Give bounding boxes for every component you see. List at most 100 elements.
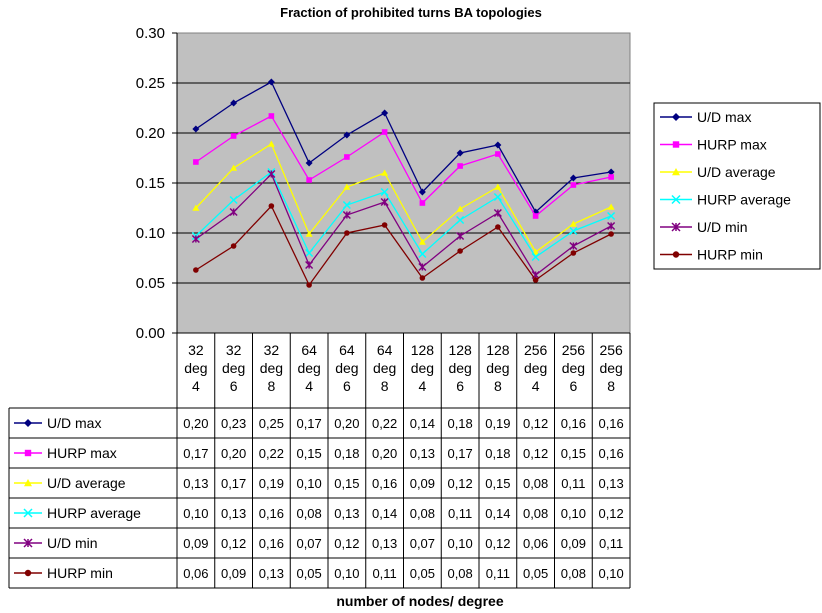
x-tick-label-line: 6: [230, 378, 238, 394]
data-point: [306, 177, 312, 183]
table-cell: 0,10: [183, 506, 208, 521]
table-cell: 0,22: [372, 416, 397, 431]
table-cell: 0,07: [410, 536, 435, 551]
data-point: [607, 221, 616, 231]
data-point: [381, 109, 389, 117]
y-tick-label: 0.05: [136, 275, 165, 292]
data-point: [456, 205, 464, 212]
table-cell: 0,16: [259, 536, 284, 551]
data-point: [306, 282, 312, 288]
data-point: [531, 252, 540, 262]
table-cell: 0,14: [410, 416, 435, 431]
table-cell: 0,08: [561, 566, 586, 581]
data-point: [229, 207, 238, 217]
series-5: [193, 203, 614, 288]
table-cell: 0,11: [486, 566, 510, 581]
x-tick-label-line: 8: [381, 378, 389, 394]
data-point: [229, 195, 238, 205]
table-cell: 0,13: [410, 446, 435, 461]
table-row-key: U/D average: [14, 475, 126, 491]
x-tick-label-line: deg: [411, 360, 434, 376]
data-point: [343, 183, 351, 190]
table-cell: 0,12: [221, 536, 246, 551]
table-cell: 0,17: [221, 476, 246, 491]
table-cell: 0,20: [183, 416, 208, 431]
table-key-marker: [24, 449, 32, 457]
data-point: [419, 275, 426, 281]
table-cell: 0,08: [296, 506, 321, 521]
table-cell: 0,16: [598, 446, 623, 461]
table-cell: 0,15: [561, 446, 586, 461]
table-cell: 0,12: [523, 416, 548, 431]
x-tick-label-line: deg: [297, 360, 320, 376]
table-cell: 0,12: [598, 506, 623, 521]
x-tick-label-line: 256: [599, 342, 623, 358]
table-cell: 0,17: [183, 446, 208, 461]
legend-entry: HURP max: [660, 137, 767, 153]
x-tick-label-line: deg: [260, 360, 283, 376]
x-tick-label-line: deg: [486, 360, 509, 376]
data-point: [381, 129, 388, 135]
data-point: [419, 200, 426, 206]
x-tick-label-line: 8: [494, 378, 502, 394]
table-cell: 0,05: [410, 566, 435, 581]
data-point: [607, 211, 616, 221]
data-point: [418, 188, 426, 196]
legend-entry: U/D max: [660, 109, 751, 125]
data-point: [418, 262, 427, 272]
x-tick-label-line: 4: [418, 378, 426, 394]
data-point: [193, 159, 199, 165]
table-cell: 0,16: [598, 416, 623, 431]
table-cell: 0,13: [372, 536, 397, 551]
table-row-key: HURP max: [14, 445, 117, 461]
data-point: [418, 249, 427, 259]
x-tick-label: 32 deg 4: [184, 342, 207, 394]
data-point: [381, 169, 389, 176]
x-tick-label-line: 32: [188, 342, 204, 358]
legend-marker: [672, 168, 680, 176]
table-cell: 0,10: [561, 506, 586, 521]
table-cell: 0,17: [447, 446, 472, 461]
table-cell: 0,15: [334, 476, 359, 491]
y-tick-label: 0.20: [136, 125, 165, 142]
table-cell: 0,16: [561, 416, 586, 431]
data-point: [267, 78, 275, 86]
table-cell: 0,08: [447, 566, 472, 581]
table-cell: 0,12: [485, 536, 510, 551]
data-point: [495, 151, 501, 157]
data-point: [570, 182, 577, 188]
data-point: [569, 241, 578, 251]
table-key-marker: [24, 479, 32, 487]
table-cell: 0,09: [221, 566, 246, 581]
data-point: [569, 220, 577, 227]
legend-label: HURP max: [697, 137, 767, 153]
x-tick-label-line: 6: [343, 378, 351, 394]
data-point: [192, 204, 200, 211]
data-point: [493, 208, 502, 218]
data-point: [569, 174, 577, 182]
table-cell: 0,09: [410, 476, 435, 491]
x-tick-label-line: 64: [377, 342, 393, 358]
data-point: [342, 200, 351, 210]
series-line: [195, 143, 612, 253]
y-tick-label: 0.15: [136, 175, 165, 192]
legend-marker: [672, 251, 680, 258]
x-tick-label: 128 deg 6: [448, 342, 472, 394]
data-point: [608, 174, 614, 180]
series-line: [195, 172, 612, 276]
table-cell: 0,13: [183, 476, 208, 491]
table-row-label: U/D min: [47, 535, 98, 551]
table-cell: 0,12: [334, 536, 359, 551]
table-cell: 0,11: [561, 476, 585, 491]
table-cell: 0,08: [523, 506, 548, 521]
data-point: [457, 248, 463, 254]
table-cell: 0,17: [296, 416, 321, 431]
table-cell: 0,13: [221, 506, 246, 521]
data-point: [230, 164, 238, 171]
y-tick-label: 0.00: [136, 325, 165, 342]
series-2: [192, 140, 615, 255]
table-row-key: HURP average: [14, 505, 141, 521]
table-cell: 0,12: [447, 476, 472, 491]
x-tick-label-line: 128: [411, 342, 435, 358]
series-1: [193, 113, 614, 219]
